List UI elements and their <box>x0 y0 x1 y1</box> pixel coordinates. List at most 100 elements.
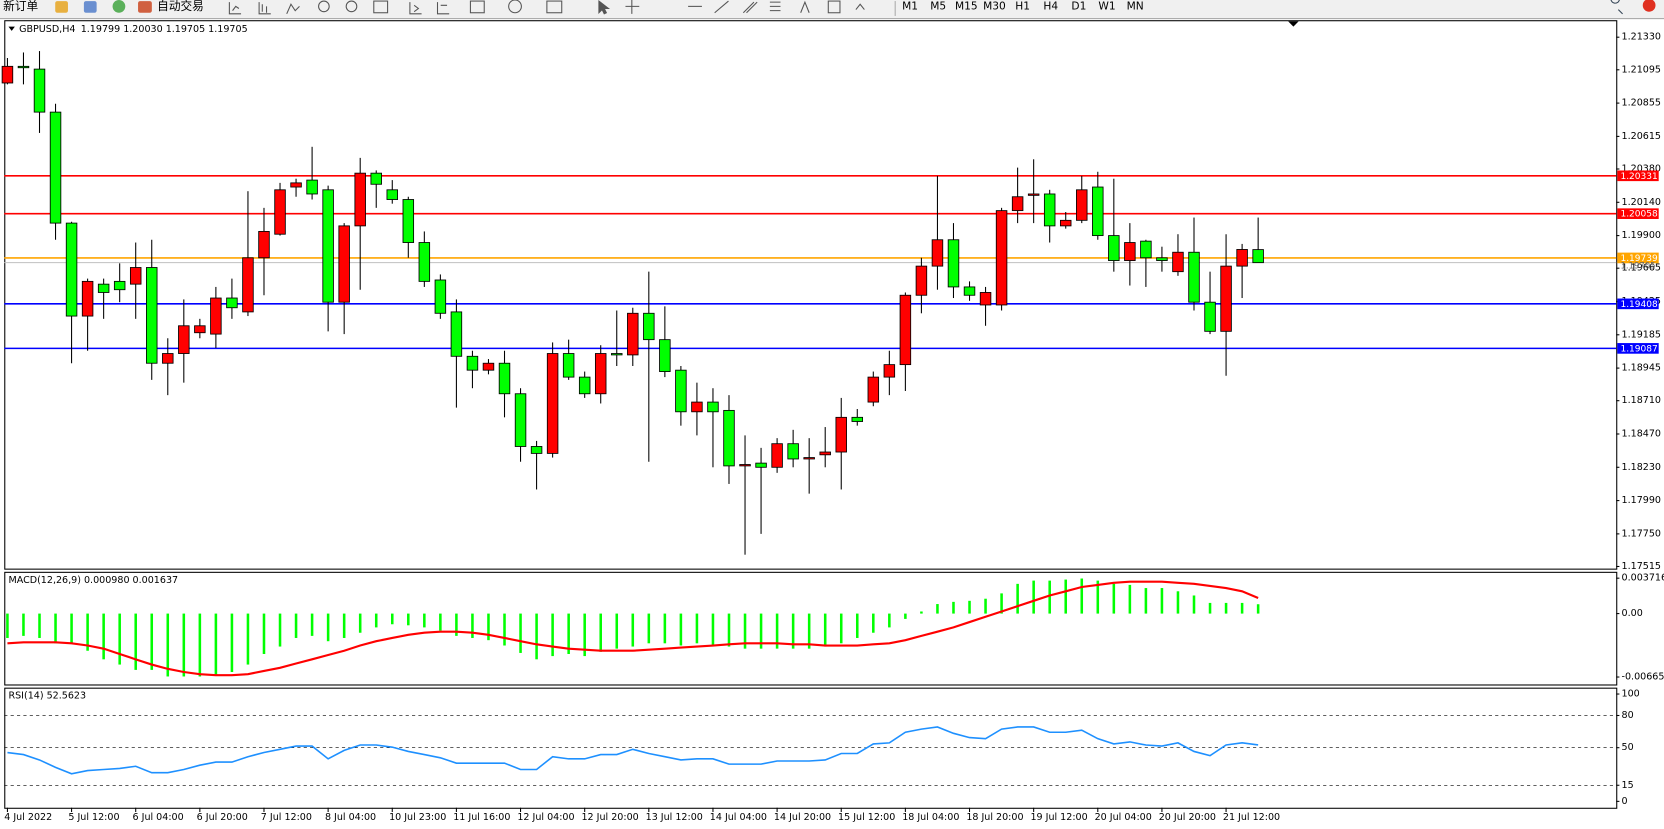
macd-bar <box>1096 580 1100 614</box>
icon[interactable] <box>508 0 522 14</box>
macd-bar <box>166 613 170 677</box>
candle-body <box>81 280 94 317</box>
macd-bar <box>487 613 490 641</box>
candle-body <box>1124 242 1136 261</box>
panel-menu-arrow[interactable] <box>8 26 15 31</box>
timeframe-button[interactable]: M15 <box>955 0 978 12</box>
timeframe-button[interactable]: W1 <box>1098 0 1115 12</box>
icon[interactable] <box>83 1 97 13</box>
icon[interactable] <box>546 0 563 14</box>
chart-ohlc: 1.19799 1.20030 1.19705 1.19705 <box>81 24 248 35</box>
macd-panel <box>4 571 1618 686</box>
y-tick-label: 1.17515 <box>1622 561 1661 572</box>
timeframe-button[interactable]: M5 <box>930 0 946 12</box>
y-tick-label: 15 <box>1622 780 1634 791</box>
candle-body <box>113 280 126 291</box>
trendline-tool[interactable] <box>714 0 729 14</box>
macd-bar <box>839 613 843 644</box>
macd-bar <box>38 613 41 638</box>
icon[interactable] <box>409 2 422 15</box>
icon[interactable] <box>112 0 126 13</box>
icon[interactable] <box>469 0 485 14</box>
candle-body <box>867 376 880 403</box>
candle-body <box>514 393 527 447</box>
timeframe-button[interactable]: M30 <box>983 0 1006 12</box>
timeframe-button[interactable]: D1 <box>1071 0 1086 12</box>
signal-line <box>7 580 1259 677</box>
timeframe-button[interactable]: MN <box>1127 0 1144 12</box>
macd-bar <box>615 613 619 649</box>
macd-bar <box>888 613 891 628</box>
crosshair-tool[interactable] <box>625 0 640 14</box>
icon[interactable] <box>318 0 330 13</box>
rsi-panel <box>4 687 1618 809</box>
text-tool[interactable] <box>800 0 810 13</box>
macd-bar <box>583 613 586 657</box>
icon[interactable] <box>286 3 300 15</box>
macd-bar <box>1128 584 1132 614</box>
candle-body <box>979 292 992 306</box>
macd-bar <box>920 611 923 614</box>
macd-bar <box>407 613 410 626</box>
channel-tool[interactable] <box>742 1 758 14</box>
candle-body <box>482 362 495 371</box>
notification-badge[interactable] <box>1642 0 1656 12</box>
candle-body <box>835 416 847 453</box>
y-tick-label: 1.20140 <box>1622 197 1661 208</box>
macd-bar <box>695 613 699 644</box>
icon[interactable] <box>436 2 450 15</box>
macd-bar <box>374 613 378 628</box>
arrow-tool[interactable] <box>855 3 865 10</box>
fibo-tool[interactable] <box>769 1 781 12</box>
candle-body <box>947 239 960 288</box>
macd-bar <box>1192 595 1196 614</box>
macd-bar <box>872 613 875 633</box>
icon[interactable] <box>373 0 389 14</box>
y-tick-label: 1.20380 <box>1622 163 1661 174</box>
timeframe-button[interactable]: M1 <box>902 0 918 12</box>
x-tick-label: 21 Jul 12:00 <box>1223 812 1280 823</box>
auto-trading-button[interactable]: 自动交易 <box>157 0 204 13</box>
new-order-button[interactable]: 新订单 <box>3 0 38 13</box>
x-tick-label: 11 Jul 16:00 <box>453 812 510 823</box>
timeframe-button[interactable]: H1 <box>1015 0 1030 12</box>
macd-bar <box>118 613 121 665</box>
macd-bar <box>423 613 426 628</box>
macd-bar <box>743 613 747 649</box>
auto-trading-icon[interactable] <box>138 1 152 13</box>
x-tick-label: 6 Jul 20:00 <box>197 812 248 823</box>
chart-shift-marker[interactable] <box>1288 21 1299 27</box>
candle-body <box>851 416 864 422</box>
candle-body <box>65 222 78 317</box>
indicator-title: MACD(12,26,9) 0.000980 0.001637 <box>8 575 178 586</box>
timeframe-button[interactable]: H4 <box>1043 0 1058 12</box>
macd-bar <box>519 613 522 653</box>
icon[interactable] <box>55 1 68 13</box>
macd-bar <box>647 613 651 644</box>
x-tick-label: 4 Jul 2022 <box>4 812 52 823</box>
icon[interactable] <box>258 2 271 15</box>
y-tick-label: 1.20855 <box>1622 98 1661 109</box>
macd-bar <box>1240 602 1244 614</box>
macd-bar <box>358 613 362 633</box>
x-tick-label: 14 Jul 04:00 <box>710 812 767 823</box>
macd-bar <box>22 613 25 636</box>
y-tick-label: 1.19665 <box>1622 263 1661 274</box>
candle-body <box>995 210 1008 306</box>
macd-bar <box>807 613 811 649</box>
search-icon[interactable] <box>1610 0 1623 15</box>
icon[interactable] <box>228 2 242 15</box>
candle-body <box>803 457 815 460</box>
candle-body <box>1156 257 1168 261</box>
y-tick-label: 1.20615 <box>1622 131 1661 142</box>
label-tool[interactable] <box>827 0 841 14</box>
candle-body <box>242 257 254 313</box>
price-level-tag <box>1617 343 1659 354</box>
candle-body <box>1252 249 1264 264</box>
icon[interactable] <box>345 0 358 13</box>
x-tick-label: 5 Jul 12:00 <box>68 812 119 823</box>
macd-bar <box>471 613 474 638</box>
toolbar-icons <box>228 0 865 15</box>
cursor-tool[interactable] <box>598 0 611 15</box>
